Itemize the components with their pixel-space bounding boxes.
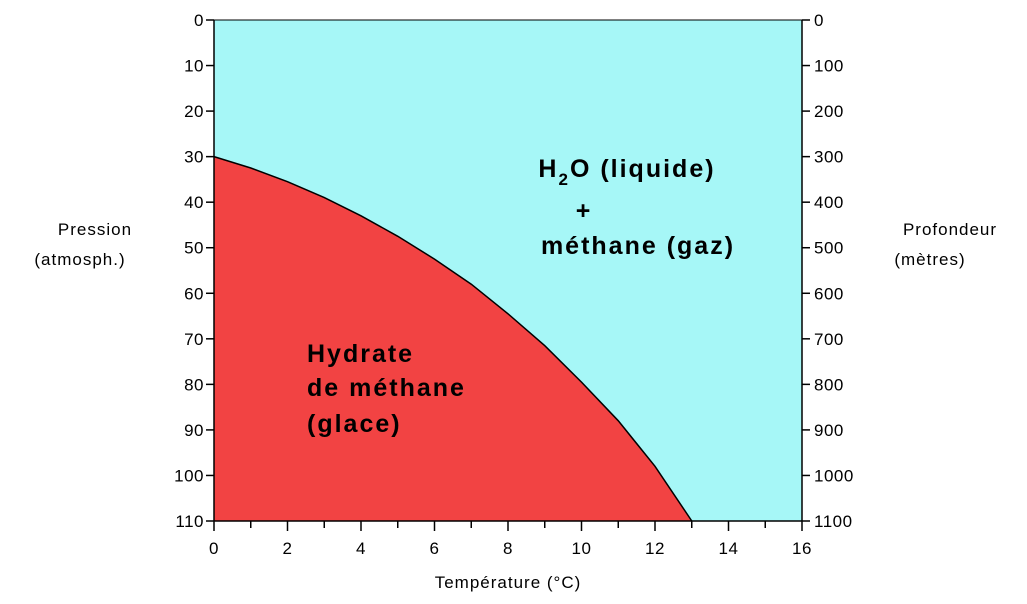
x-tick-label: 6 [430,539,440,558]
hydrate-region-label: Hydrate de méthane (glace) [307,340,466,438]
right-y-tick-label: 700 [814,330,844,349]
left-y-tick-label: 50 [184,239,204,258]
x-tick-label: 10 [572,539,592,558]
right-y-tick-label: 400 [814,193,844,212]
right-y-tick-label: 1000 [814,466,854,485]
left-y-tick-label: 40 [184,193,204,212]
liquid-region-label-line3: méthane (gaz) [541,232,735,260]
right-y-tick-label: 800 [814,375,844,394]
left-y-tick-label: 20 [184,102,204,121]
hydrate-region [214,156,692,522]
liquid-region-label-line1: H2O (liquide) [538,155,715,189]
right-y-tick-label: 1100 [814,512,853,531]
liquid-region-label: H2O (liquide) + méthane (gaz) [538,155,735,260]
hydrate-region-label-line1: Hydrate [307,340,414,368]
water-formula-subscript: 2 [558,170,569,189]
water-formula-h: H [538,155,558,183]
left-y-tick-label: 90 [184,421,204,440]
left-y-tick-label: 60 [184,284,204,303]
phase-boundary-curve [213,155,693,522]
x-tick-label: 14 [719,539,739,558]
hydrate-region-label-line2: de méthane [307,374,466,402]
right-y-tick-label: 0 [814,11,824,30]
left-y-tick-label: 10 [184,57,204,76]
liquid-region-label-plus: + [576,197,593,225]
x-tick-label: 8 [503,539,513,558]
left-axis-title-line2: (atmosph.) [34,250,125,269]
x-axis-title: Température (°C) [435,573,582,592]
right-y-tick-label: 100 [814,57,844,76]
water-formula-rest: O (liquide) [570,155,716,183]
left-y-tick-label: 70 [184,330,204,349]
right-y-tick-label: 300 [814,148,844,167]
right-y-axis: 0 100 200 300 400 500 600 700 800 900 1000 1100 [801,11,854,531]
right-y-tick-label: 500 [814,239,844,258]
x-tick-label: 0 [209,539,219,558]
left-y-tick-label: 110 [175,512,204,531]
left-y-tick-label: 30 [184,148,204,167]
left-y-tick-label: 100 [174,466,204,485]
x-tick-label: 4 [356,539,366,558]
right-axis-title-line2: (mètres) [894,250,965,269]
left-y-tick-label: 80 [184,375,204,394]
right-y-tick-label: 200 [814,102,844,121]
x-axis: 0 2 4 6 8 10 12 14 16 [209,19,812,558]
x-tick-label: 12 [645,539,665,558]
right-y-tick-label: 900 [814,421,844,440]
x-tick-label: 16 [792,539,812,558]
left-y-tick-label: 0 [194,11,204,30]
hydrate-region-label-line3: (glace) [307,410,402,438]
right-axis-title-line1: Profondeur [903,220,997,239]
x-tick-label: 2 [283,539,293,558]
left-axis-title-line1: Pression [58,220,132,239]
left-y-axis: 0 10 20 30 40 50 60 70 80 90 100 110 [174,11,215,531]
right-y-tick-label: 600 [814,284,844,303]
